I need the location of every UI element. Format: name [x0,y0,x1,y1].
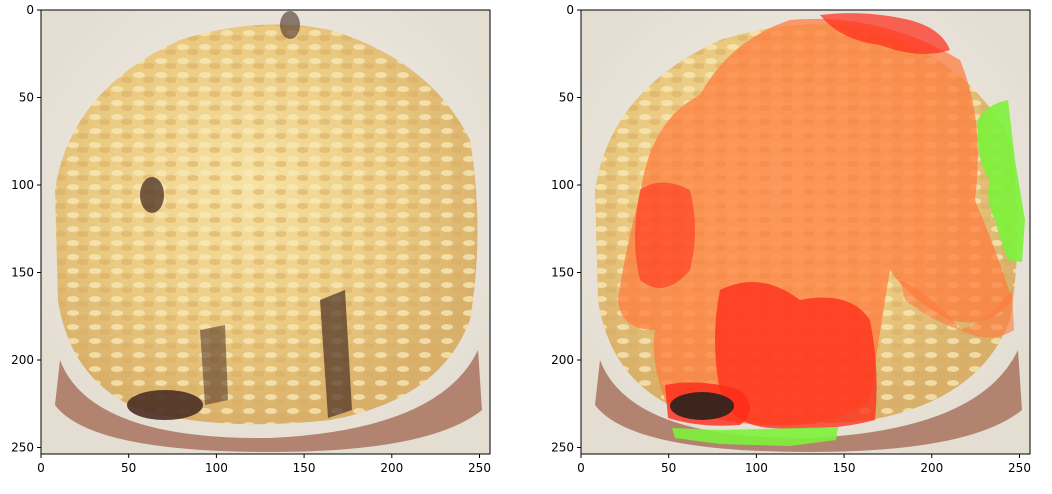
overlay-green-bottom [672,427,838,446]
mushroom-piece [670,392,734,420]
x-tick-label: 0 [577,461,585,475]
y-tick: 150 [551,266,581,280]
y-tick: 250 [551,441,581,455]
y-tick-label: 200 [11,353,34,367]
original-image-panel [41,10,490,454]
y-tick-label: 100 [11,178,34,192]
x-tick-label: 100 [205,461,228,475]
y-tick-label: 0 [26,3,34,17]
x-tick: 0 [577,454,585,475]
y-tick: 50 [19,91,41,105]
overlay-red-region [715,282,877,429]
overlay-red-top [820,13,950,54]
y-tick-label: 50 [559,91,574,105]
mushroom-pieces [127,11,352,420]
right-y-axis: 0 50 100 150 200 250 [551,3,581,455]
left-x-axis: 0 50 100 150 200 250 [37,454,491,475]
x-tick-label: 100 [745,461,768,475]
y-tick-label: 0 [566,3,574,17]
x-tick-label: 200 [920,461,943,475]
left-axes-frame [40,9,491,455]
y-tick: 150 [11,266,41,280]
x-tick-label: 150 [833,461,856,475]
y-tick-label: 150 [11,266,34,280]
x-tick: 50 [121,454,136,475]
x-tick: 150 [833,454,856,475]
y-tick: 0 [566,3,581,17]
x-tick: 0 [37,454,45,475]
y-tick-label: 50 [19,91,34,105]
bowl-rim [55,350,482,452]
y-tick: 0 [26,3,41,17]
y-tick: 100 [11,178,41,192]
x-tick: 200 [920,454,943,475]
overlay-green-right [977,100,1025,262]
y-tick: 200 [11,353,41,367]
rice-grain-texture [55,24,478,425]
x-tick: 100 [745,454,768,475]
y-tick-label: 150 [551,266,574,280]
x-tick-label: 0 [37,461,45,475]
y-tick-label: 100 [551,178,574,192]
right-axes-frame [580,9,1031,455]
right-x-axis: 0 50 100 150 200 250 [577,454,1031,475]
x-tick: 250 [468,454,491,475]
y-tick: 50 [559,91,581,105]
x-tick: 150 [293,454,316,475]
overlay-image-panel [581,10,1030,454]
x-tick: 50 [661,454,676,475]
x-tick-label: 150 [293,461,316,475]
left-y-axis: 0 50 100 150 200 250 [11,3,41,455]
overlay-red-left [635,182,695,288]
y-tick-label: 250 [11,441,34,455]
y-tick-label: 250 [551,441,574,455]
y-tick: 250 [11,441,41,455]
x-tick: 200 [380,454,403,475]
y-tick: 200 [551,353,581,367]
x-tick-label: 50 [661,461,676,475]
x-tick: 100 [205,454,228,475]
overlay-orange-fringe [900,280,1014,338]
x-tick-label: 250 [1008,461,1031,475]
x-tick-label: 250 [468,461,491,475]
y-tick: 100 [551,178,581,192]
x-tick: 250 [1008,454,1031,475]
y-tick-label: 200 [551,353,574,367]
x-tick-label: 200 [380,461,403,475]
x-tick-label: 50 [121,461,136,475]
bowl-rim [595,350,1022,452]
